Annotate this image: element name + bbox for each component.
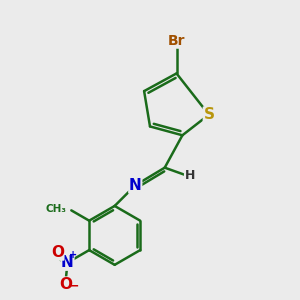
Text: S: S <box>203 107 214 122</box>
Text: CH₃: CH₃ <box>46 204 67 214</box>
Text: O: O <box>51 245 64 260</box>
Text: N: N <box>129 178 142 193</box>
Text: +: + <box>69 250 77 260</box>
Text: −: − <box>68 280 79 292</box>
Text: O: O <box>59 277 72 292</box>
Text: N: N <box>61 255 74 270</box>
Text: Br: Br <box>168 34 185 48</box>
Text: H: H <box>184 169 195 182</box>
